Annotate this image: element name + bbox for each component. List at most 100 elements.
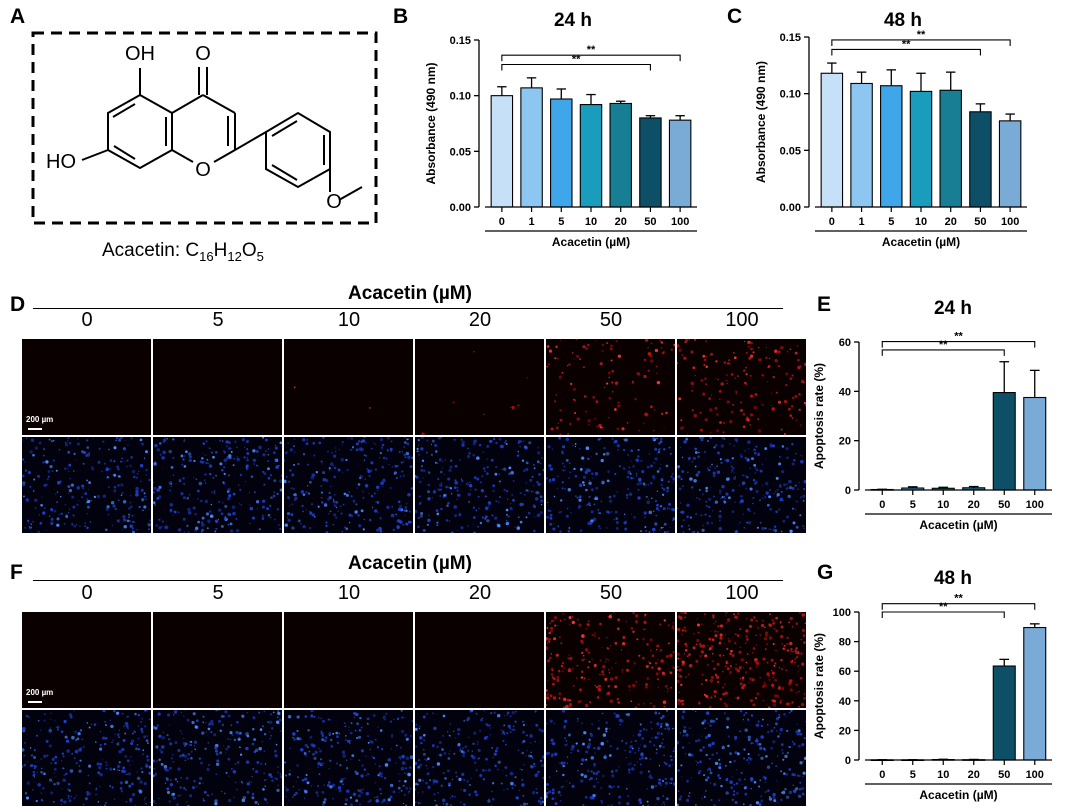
cell-dot <box>125 773 128 776</box>
cell-dot <box>187 511 192 515</box>
cell-dot <box>722 431 725 434</box>
cell-dot <box>279 441 282 445</box>
cell-dot <box>608 785 612 788</box>
cell-dot <box>495 466 498 469</box>
cell-dot <box>757 626 760 630</box>
acacetin-formula: Acacetin: C16H12O5 <box>102 240 264 264</box>
cell-dot <box>663 761 666 764</box>
cell-dot <box>625 742 628 745</box>
cell-dot <box>629 762 632 765</box>
cell-dot <box>183 744 187 748</box>
cell-dot <box>263 750 266 753</box>
cell-dot <box>755 739 759 743</box>
cell-dot <box>320 731 324 736</box>
micrograph-dots <box>284 710 413 806</box>
cell-dot <box>183 455 186 457</box>
cell-dot <box>269 516 272 519</box>
cell-dot <box>274 458 278 462</box>
cell-dot <box>460 789 462 791</box>
cell-dot <box>320 717 322 719</box>
cell-dot <box>625 493 629 497</box>
cell-dot <box>461 443 465 447</box>
cell-dot <box>67 484 71 489</box>
cell-dot <box>593 503 595 505</box>
cell-dot <box>654 711 658 715</box>
cell-dot <box>697 470 701 474</box>
cell-dot <box>481 516 485 519</box>
cell-dot <box>178 478 182 482</box>
cell-dot <box>279 479 282 483</box>
cell-dot <box>182 737 185 740</box>
cell-dot <box>62 755 65 758</box>
cell-dot <box>576 496 579 499</box>
column-label-20: 20 <box>468 309 492 331</box>
cell-dot <box>312 441 316 445</box>
cell-dot <box>81 496 84 499</box>
cell-dot <box>700 645 702 647</box>
cell-dot <box>576 664 579 667</box>
cell-dot <box>74 749 79 754</box>
cell-dot <box>579 468 583 471</box>
cell-dot <box>484 506 489 511</box>
cell-dot <box>118 769 120 772</box>
cell-dot <box>30 754 34 757</box>
cell-dot <box>546 704 548 706</box>
cell-dot <box>198 481 203 486</box>
cell-dot <box>415 475 419 479</box>
cell-dot <box>314 516 316 518</box>
cell-dot <box>169 778 172 782</box>
cell-dot <box>374 468 378 471</box>
cell-dot <box>630 460 632 462</box>
cell-dot <box>241 714 245 718</box>
cell-dot <box>568 422 572 426</box>
cell-dot <box>607 805 609 806</box>
cell-dot <box>624 750 626 752</box>
cell-dot <box>364 484 369 488</box>
cell-dot <box>578 623 582 627</box>
cell-dot <box>478 507 480 510</box>
cell-dot <box>525 489 529 492</box>
cell-dot <box>795 453 797 455</box>
cell-dot <box>712 653 715 655</box>
cell-dot <box>183 532 186 533</box>
grid-d-title: Acacetin (µM) <box>348 283 472 304</box>
cell-dot <box>519 440 523 444</box>
cell-dot <box>340 457 344 462</box>
cell-dot <box>326 783 330 787</box>
cell-dot <box>120 437 123 440</box>
cell-dot <box>669 755 672 758</box>
cell-dot <box>626 422 629 424</box>
cell-dot <box>207 794 210 797</box>
cell-dot <box>44 713 46 715</box>
cell-dot <box>563 761 566 764</box>
cell-dot <box>803 480 806 484</box>
cell-dot <box>794 484 797 487</box>
cell-dot <box>472 742 475 745</box>
dapi-image-50 <box>546 710 675 806</box>
cell-dot <box>575 742 578 745</box>
cell-dot <box>228 454 232 458</box>
cell-dot <box>601 343 605 347</box>
cell-dot <box>477 757 480 760</box>
cell-dot <box>775 765 778 768</box>
cell-dot <box>517 404 520 407</box>
cell-dot <box>99 746 102 749</box>
cell-dot <box>710 394 713 396</box>
cell-dot <box>492 437 496 441</box>
cell-dot <box>607 691 611 695</box>
cell-dot <box>786 636 789 640</box>
cell-dot <box>725 791 729 795</box>
cell-dot <box>732 793 736 797</box>
cell-dot <box>349 803 353 806</box>
cell-dot <box>664 685 668 688</box>
cell-dot <box>211 451 213 454</box>
cell-dot <box>661 480 663 482</box>
cell-dot <box>561 462 564 465</box>
cell-dot <box>69 477 71 480</box>
cell-dot <box>656 796 660 801</box>
cell-dot <box>725 492 729 496</box>
cell-dot <box>630 449 633 452</box>
cell-dot <box>396 477 398 479</box>
cell-dot <box>592 477 594 480</box>
x-axis-label: Acacetin (µM) <box>919 788 997 802</box>
